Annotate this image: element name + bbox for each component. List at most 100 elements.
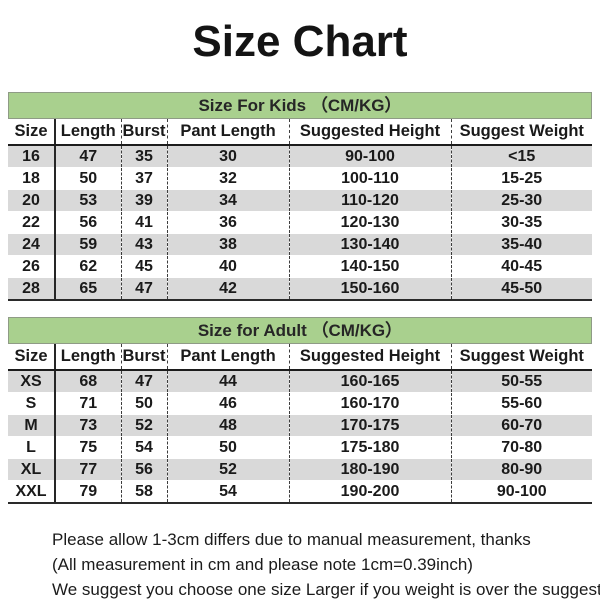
cell: 160-165 xyxy=(288,369,451,393)
table-row: 22 56 41 36 120-130 30-35 xyxy=(8,211,592,234)
cell: 60-70 xyxy=(450,414,592,437)
cell: 46 xyxy=(166,392,289,415)
cell: 70-80 xyxy=(450,436,592,459)
cell: XL xyxy=(8,458,55,481)
cell: 45-50 xyxy=(450,277,592,301)
cell: 50-55 xyxy=(450,369,592,393)
cell: <15 xyxy=(450,144,592,168)
cell: 16 xyxy=(8,144,55,168)
column-header: Suggested Height xyxy=(288,344,451,371)
column-header: Burst xyxy=(120,344,167,371)
cell: 40-45 xyxy=(450,255,592,278)
cell: 50 xyxy=(120,392,167,415)
cell: 190-200 xyxy=(288,480,451,504)
cell: 100-110 xyxy=(288,167,451,190)
cell: 50 xyxy=(54,167,121,190)
cell: 36 xyxy=(166,211,289,234)
cell: 150-160 xyxy=(288,277,451,301)
column-header: Pant Length xyxy=(166,344,289,371)
column-header: Suggest Weight xyxy=(450,119,592,146)
adult-section-header: Size for Adult （CM/KG） xyxy=(8,317,592,344)
note-line: (All measurement in cm and please note 1… xyxy=(52,555,473,574)
cell: 47 xyxy=(120,369,167,393)
cell: 40 xyxy=(166,255,289,278)
measurement-notes: Please allow 1-3cm differs due to manual… xyxy=(52,527,600,600)
cell: 52 xyxy=(166,458,289,481)
cell: 30-35 xyxy=(450,211,592,234)
cell: 41 xyxy=(120,211,167,234)
cell: 45 xyxy=(120,255,167,278)
cell: 80-90 xyxy=(450,458,592,481)
cell: 34 xyxy=(166,189,289,212)
cell: 140-150 xyxy=(288,255,451,278)
table-row: XXL 79 58 54 190-200 90-100 xyxy=(8,480,592,504)
column-header-row: Size Length Burst Pant Length Suggested … xyxy=(8,344,592,371)
column-header: Length xyxy=(54,344,121,371)
kids-section-header: Size For Kids （CM/KG） xyxy=(8,92,592,119)
column-header: Suggest Weight xyxy=(450,344,592,371)
cell: 24 xyxy=(8,233,55,256)
cell: 15-25 xyxy=(450,167,592,190)
cell: 58 xyxy=(120,480,167,504)
cell: 26 xyxy=(8,255,55,278)
cell: S xyxy=(8,392,55,415)
cell: 39 xyxy=(120,189,167,212)
column-header: Size xyxy=(8,344,55,371)
cell: 47 xyxy=(120,277,167,301)
cell: 50 xyxy=(166,436,289,459)
table-row: XS 68 47 44 160-165 50-55 xyxy=(8,369,592,393)
cell: 54 xyxy=(166,480,289,504)
cell: 160-170 xyxy=(288,392,451,415)
note-line: We suggest you choose one size Larger if… xyxy=(52,580,600,599)
cell: 18 xyxy=(8,167,55,190)
cell: 56 xyxy=(54,211,121,234)
cell: XS xyxy=(8,369,55,393)
cell: 54 xyxy=(120,436,167,459)
table-row: 18 50 37 32 100-110 15-25 xyxy=(8,167,592,190)
cell: 44 xyxy=(166,369,289,393)
cell: 90-100 xyxy=(288,144,451,168)
cell: 65 xyxy=(54,277,121,301)
cell: 75 xyxy=(54,436,121,459)
cell: 38 xyxy=(166,233,289,256)
column-header: Suggested Height xyxy=(288,119,451,146)
cell: 35 xyxy=(120,144,167,168)
table-row: 24 59 43 38 130-140 35-40 xyxy=(8,233,592,256)
table-row: S 71 50 46 160-170 55-60 xyxy=(8,392,592,415)
cell: 180-190 xyxy=(288,458,451,481)
cell: 20 xyxy=(8,189,55,212)
page-title: Size Chart xyxy=(192,17,408,66)
kids-size-section: Size For Kids （CM/KG） Size Length Burst … xyxy=(8,92,592,301)
cell: 43 xyxy=(120,233,167,256)
column-header: Length xyxy=(54,119,121,146)
kids-size-table: Size Length Burst Pant Length Suggested … xyxy=(8,119,592,301)
table-row: 20 53 39 34 110-120 25-30 xyxy=(8,189,592,212)
cell: 55-60 xyxy=(450,392,592,415)
adult-size-section: Size for Adult （CM/KG） Size Length Burst… xyxy=(8,317,592,504)
cell: 120-130 xyxy=(288,211,451,234)
table-row: L 75 54 50 175-180 70-80 xyxy=(8,436,592,459)
cell: 68 xyxy=(54,369,121,393)
cell: XXL xyxy=(8,480,55,504)
table-row: XL 77 56 52 180-190 80-90 xyxy=(8,458,592,481)
cell: 52 xyxy=(120,414,167,437)
cell: 30 xyxy=(166,144,289,168)
cell: 53 xyxy=(54,189,121,212)
cell: 37 xyxy=(120,167,167,190)
cell: 56 xyxy=(120,458,167,481)
column-header-row: Size Length Burst Pant Length Suggested … xyxy=(8,119,592,146)
cell: 170-175 xyxy=(288,414,451,437)
cell: 48 xyxy=(166,414,289,437)
cell: 130-140 xyxy=(288,233,451,256)
note-line: Please allow 1-3cm differs due to manual… xyxy=(52,530,531,549)
cell: 32 xyxy=(166,167,289,190)
cell: 22 xyxy=(8,211,55,234)
cell: 28 xyxy=(8,277,55,301)
cell: 35-40 xyxy=(450,233,592,256)
cell: 175-180 xyxy=(288,436,451,459)
cell: 47 xyxy=(54,144,121,168)
cell: 59 xyxy=(54,233,121,256)
cell: 110-120 xyxy=(288,189,451,212)
cell: 90-100 xyxy=(450,480,592,504)
table-row: 28 65 47 42 150-160 45-50 xyxy=(8,277,592,301)
